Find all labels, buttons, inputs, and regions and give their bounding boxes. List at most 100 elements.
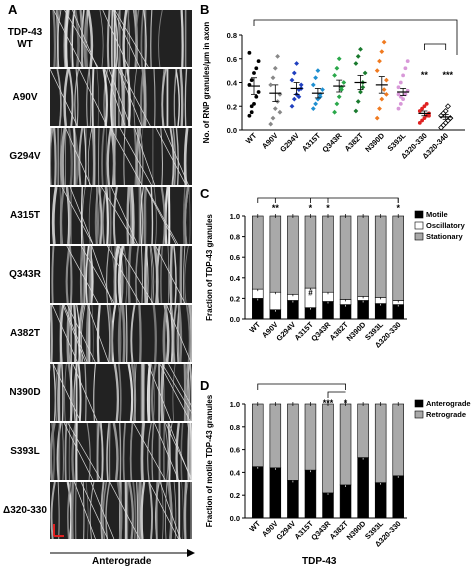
kymograph-track xyxy=(84,364,87,421)
bar-segment xyxy=(374,482,387,519)
legend-label: Oscillatory xyxy=(426,221,466,230)
kymograph-track xyxy=(140,69,145,126)
kymograph-track xyxy=(153,187,157,244)
kymograph-track xyxy=(150,364,157,421)
data-point xyxy=(384,77,389,83)
data-point xyxy=(291,70,297,76)
kymograph-track xyxy=(67,482,72,539)
kymograph-track xyxy=(79,10,84,67)
kymograph-track xyxy=(106,305,111,362)
kymograph-track xyxy=(70,482,75,539)
kymograph-diagonal-track xyxy=(148,482,179,539)
data-point xyxy=(294,61,299,66)
kymograph-diagonal-track xyxy=(87,305,109,362)
data-point xyxy=(247,113,252,118)
kymograph-track xyxy=(114,246,116,303)
kymograph-track xyxy=(183,246,186,303)
data-point xyxy=(445,103,451,110)
x-tick-label: WT xyxy=(244,131,259,146)
data-point xyxy=(268,82,274,88)
data-point xyxy=(270,115,276,121)
data-point xyxy=(401,97,405,102)
y-tick-label: 0.0 xyxy=(230,514,240,523)
kymograph-diagonal-track xyxy=(113,10,141,67)
kymograph-diagonal-track xyxy=(72,10,98,67)
kymograph-track xyxy=(153,246,159,303)
bar-segment xyxy=(287,480,299,519)
kymograph-track xyxy=(67,128,73,185)
kymograph-track xyxy=(57,482,60,539)
kymograph-diagonal-track xyxy=(64,10,99,67)
kymograph-track xyxy=(98,187,103,244)
kymograph-track xyxy=(161,69,167,126)
data-point xyxy=(249,104,254,109)
kymograph-label: A315T xyxy=(9,209,40,221)
kymograph-track xyxy=(123,246,128,303)
kymograph-track xyxy=(127,246,132,303)
data-point xyxy=(417,120,422,125)
kymograph-track xyxy=(82,187,86,244)
kymograph-label: Q343R xyxy=(9,268,41,280)
kymograph-diagonal-track xyxy=(52,305,78,362)
kymograph-track xyxy=(73,10,80,67)
kymograph-track xyxy=(88,187,93,244)
kymograph-track xyxy=(113,364,120,421)
data-point xyxy=(252,101,256,106)
kymograph-track xyxy=(59,187,65,244)
kymograph-diagonal-track xyxy=(145,187,178,244)
y-tick-label: 1.0 xyxy=(230,400,240,409)
data-point xyxy=(442,108,449,114)
significance-bracket-small xyxy=(423,43,447,50)
kymograph-diagonal-track xyxy=(145,187,177,244)
kymograph-track xyxy=(74,69,80,126)
kymograph-diagonal-track xyxy=(67,423,102,480)
kymograph-track xyxy=(106,10,111,67)
kymograph-track xyxy=(144,246,148,303)
kymograph-track xyxy=(184,246,189,303)
data-point xyxy=(396,85,401,90)
kymograph-image xyxy=(50,423,192,480)
bar-segment xyxy=(304,215,317,289)
anterograde-arrow xyxy=(50,549,195,557)
kymograph-track xyxy=(50,364,52,372)
kymograph-diagonal-track xyxy=(80,482,109,539)
data-point xyxy=(341,80,347,85)
kymograph-track xyxy=(68,246,73,303)
kymograph-track xyxy=(57,10,62,67)
kymograph-track xyxy=(51,187,58,244)
kymograph-track xyxy=(102,69,108,126)
data-point xyxy=(417,109,422,113)
y-axis-label: No. of RNP granules/μm in axon xyxy=(202,22,211,144)
kymograph-diagonal-track xyxy=(80,246,115,303)
bar-segment xyxy=(339,215,352,300)
bar-segment xyxy=(252,215,264,290)
data-point xyxy=(353,108,359,114)
bar-segment xyxy=(339,304,352,320)
kymograph-diagonal-track xyxy=(72,364,98,421)
bar-segment xyxy=(252,298,264,320)
kymograph-track xyxy=(121,305,126,362)
kymograph-track xyxy=(125,305,128,362)
kymograph-track xyxy=(151,423,155,480)
kymograph-track xyxy=(87,128,93,185)
legend-swatch xyxy=(414,221,424,230)
x-tick-label: A90V xyxy=(260,131,280,151)
data-point xyxy=(336,56,342,62)
bar-segment xyxy=(357,403,369,458)
kymograph-track xyxy=(96,423,100,480)
panel-c-stacked-bar-chart: 0.0 0.2 0.4 0.6 0.8 1.0 Fraction of TDP-43 gra… xyxy=(205,197,466,350)
y-tick-label: 0.4 xyxy=(230,274,241,283)
bar-segment xyxy=(252,403,264,468)
legend-label: Retrograde xyxy=(426,410,466,419)
kymograph-track xyxy=(50,482,56,539)
kymograph-track xyxy=(179,246,183,303)
kymograph-track xyxy=(64,364,67,421)
kymograph-track xyxy=(98,187,102,244)
bar-segment xyxy=(269,403,282,469)
kymograph-track xyxy=(52,364,56,421)
data-point xyxy=(272,106,278,112)
kymograph-track xyxy=(88,69,92,126)
bar-segment xyxy=(374,215,387,298)
kymograph-track xyxy=(132,482,137,539)
kymograph-track xyxy=(63,69,70,126)
